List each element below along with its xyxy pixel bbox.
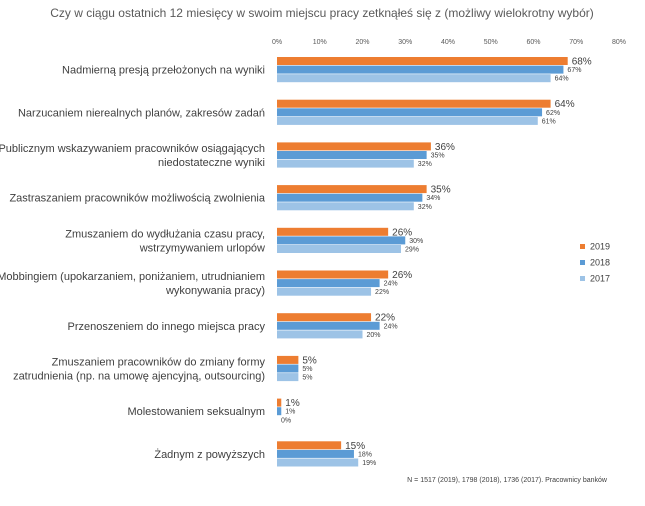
data-label-2018: 62% [546, 110, 560, 117]
category-label: Narzucaniem nierealnych planów, zakresów… [18, 107, 265, 119]
x-tick-label: 20% [355, 39, 369, 46]
data-label-2017: 19% [362, 460, 376, 467]
bar-2017 [277, 202, 414, 211]
bar-2018 [277, 65, 564, 74]
bar-2017 [277, 116, 538, 125]
data-label-2019: 68% [572, 57, 592, 68]
data-label-2019: 5% [302, 355, 317, 366]
legend-label-2019: 2019 [590, 242, 610, 252]
legend-label-2017: 2017 [590, 274, 610, 284]
bars [277, 57, 568, 467]
data-label-2018: 18% [358, 451, 372, 458]
bar-2019 [277, 227, 389, 236]
bar-2019 [277, 441, 342, 450]
bar-2018 [277, 407, 282, 416]
data-label-2019: 36% [435, 142, 455, 153]
data-label-2017: 32% [418, 161, 432, 168]
category-label: Zastraszaniem pracowników możliwością zw… [9, 193, 265, 205]
bar-2017 [277, 458, 359, 467]
bar-2017 [277, 373, 299, 382]
x-axis: 0% 10% 20% 30% 40% 50% 60% 70% 80% [272, 39, 626, 46]
bar-2019 [277, 57, 568, 65]
legend-swatch-2017 [580, 276, 585, 281]
bar-2017 [277, 74, 551, 83]
data-label-2018: 1% [285, 409, 295, 416]
x-tick-label: 30% [398, 39, 412, 46]
bar-2017 [277, 159, 414, 168]
chart-note: N = 1517 (2019), 1798 (2018), 1736 (2017… [407, 477, 608, 484]
x-tick-label: 10% [313, 39, 327, 46]
data-label-2017: 20% [367, 332, 381, 339]
bar-2019 [277, 313, 372, 322]
bar-2017 [277, 287, 372, 296]
chart-title: Czy w ciągu ostatnich 12 miesięcy w swoi… [50, 6, 594, 20]
data-label-2019: 35% [431, 185, 451, 196]
x-tick-label: 60% [526, 39, 540, 46]
bar-2018 [277, 193, 423, 202]
data-label-2018: 67% [567, 67, 581, 74]
legend-swatch-2019 [580, 244, 585, 249]
bar-2019 [277, 99, 551, 108]
bar-2019 [277, 142, 431, 151]
data-label-2018: 24% [384, 323, 398, 330]
data-label-2017: 32% [418, 204, 432, 211]
data-label-2018: 5% [302, 366, 312, 373]
data-label-2019: 64% [555, 99, 575, 110]
bar-2019 [277, 185, 427, 194]
category-label: Publicznym wskazywaniem pracowników osią… [0, 143, 265, 155]
legend-swatch-2018 [580, 260, 585, 265]
data-label-2018: 24% [384, 281, 398, 288]
data-label-2018: 35% [431, 153, 445, 160]
data-labels: 68%67%64%64%62%61%36%35%32%35%34%32%26%3… [281, 57, 592, 468]
category-label: Molestowaniem seksualnym [127, 406, 265, 418]
bar-2017 [277, 330, 363, 339]
x-tick-label: 70% [569, 39, 583, 46]
data-label-2017: 0% [281, 417, 291, 424]
x-tick-label: 50% [484, 39, 498, 46]
category-label: niedostateczne wyniki [158, 157, 265, 169]
data-label-2019: 1% [285, 398, 300, 409]
x-tick-label: 80% [612, 39, 626, 46]
category-label: wykonywania pracy) [165, 285, 265, 297]
bar-2018 [277, 449, 354, 458]
data-label-2019: 26% [392, 227, 412, 238]
category-label: Mobbingiem (upokarzaniem, poniżaniem, ut… [0, 271, 265, 283]
bar-2018 [277, 279, 380, 288]
bar-2019 [277, 398, 282, 407]
data-label-2017: 61% [542, 118, 556, 125]
data-label-2019: 22% [375, 313, 395, 324]
data-label-2018: 30% [409, 238, 423, 245]
x-tick-label: 40% [441, 39, 455, 46]
category-label: Zmuszaniem pracowników do zmiany formy [52, 357, 266, 369]
category-label: Zmuszaniem do wydłużania czasu pracy, [65, 228, 265, 240]
category-label: Przenoszeniem do innego miejsca pracy [68, 321, 266, 333]
data-label-2017: 29% [405, 247, 419, 254]
data-label-2019: 15% [345, 441, 365, 452]
category-label: wstrzymywaniem urlopów [139, 242, 265, 254]
legend-label-2018: 2018 [590, 258, 610, 268]
data-label-2018: 34% [426, 195, 440, 202]
bar-2018 [277, 108, 543, 117]
bar-2019 [277, 270, 389, 279]
bar-2018 [277, 321, 380, 330]
bar-2018 [277, 236, 406, 245]
data-label-2017: 5% [302, 375, 312, 382]
category-label: Nadmierną presją przełożonych na wyniki [62, 65, 265, 77]
bar-2017 [277, 245, 401, 253]
x-tick-label: 0% [272, 39, 282, 46]
bar-2018 [277, 364, 299, 373]
data-label-2019: 26% [392, 270, 412, 281]
category-labels: Nadmierną presją przełożonych na wyniki N… [0, 65, 266, 461]
legend: 2019 2018 2017 [580, 242, 610, 284]
data-label-2017: 64% [555, 76, 569, 83]
bar-2019 [277, 355, 299, 364]
category-label: zatrudnienia (np. na umowę ajencyjną, ou… [13, 371, 265, 383]
data-label-2017: 22% [375, 289, 389, 296]
bar-2018 [277, 151, 427, 159]
category-label: Żadnym z powyższych [154, 448, 265, 461]
